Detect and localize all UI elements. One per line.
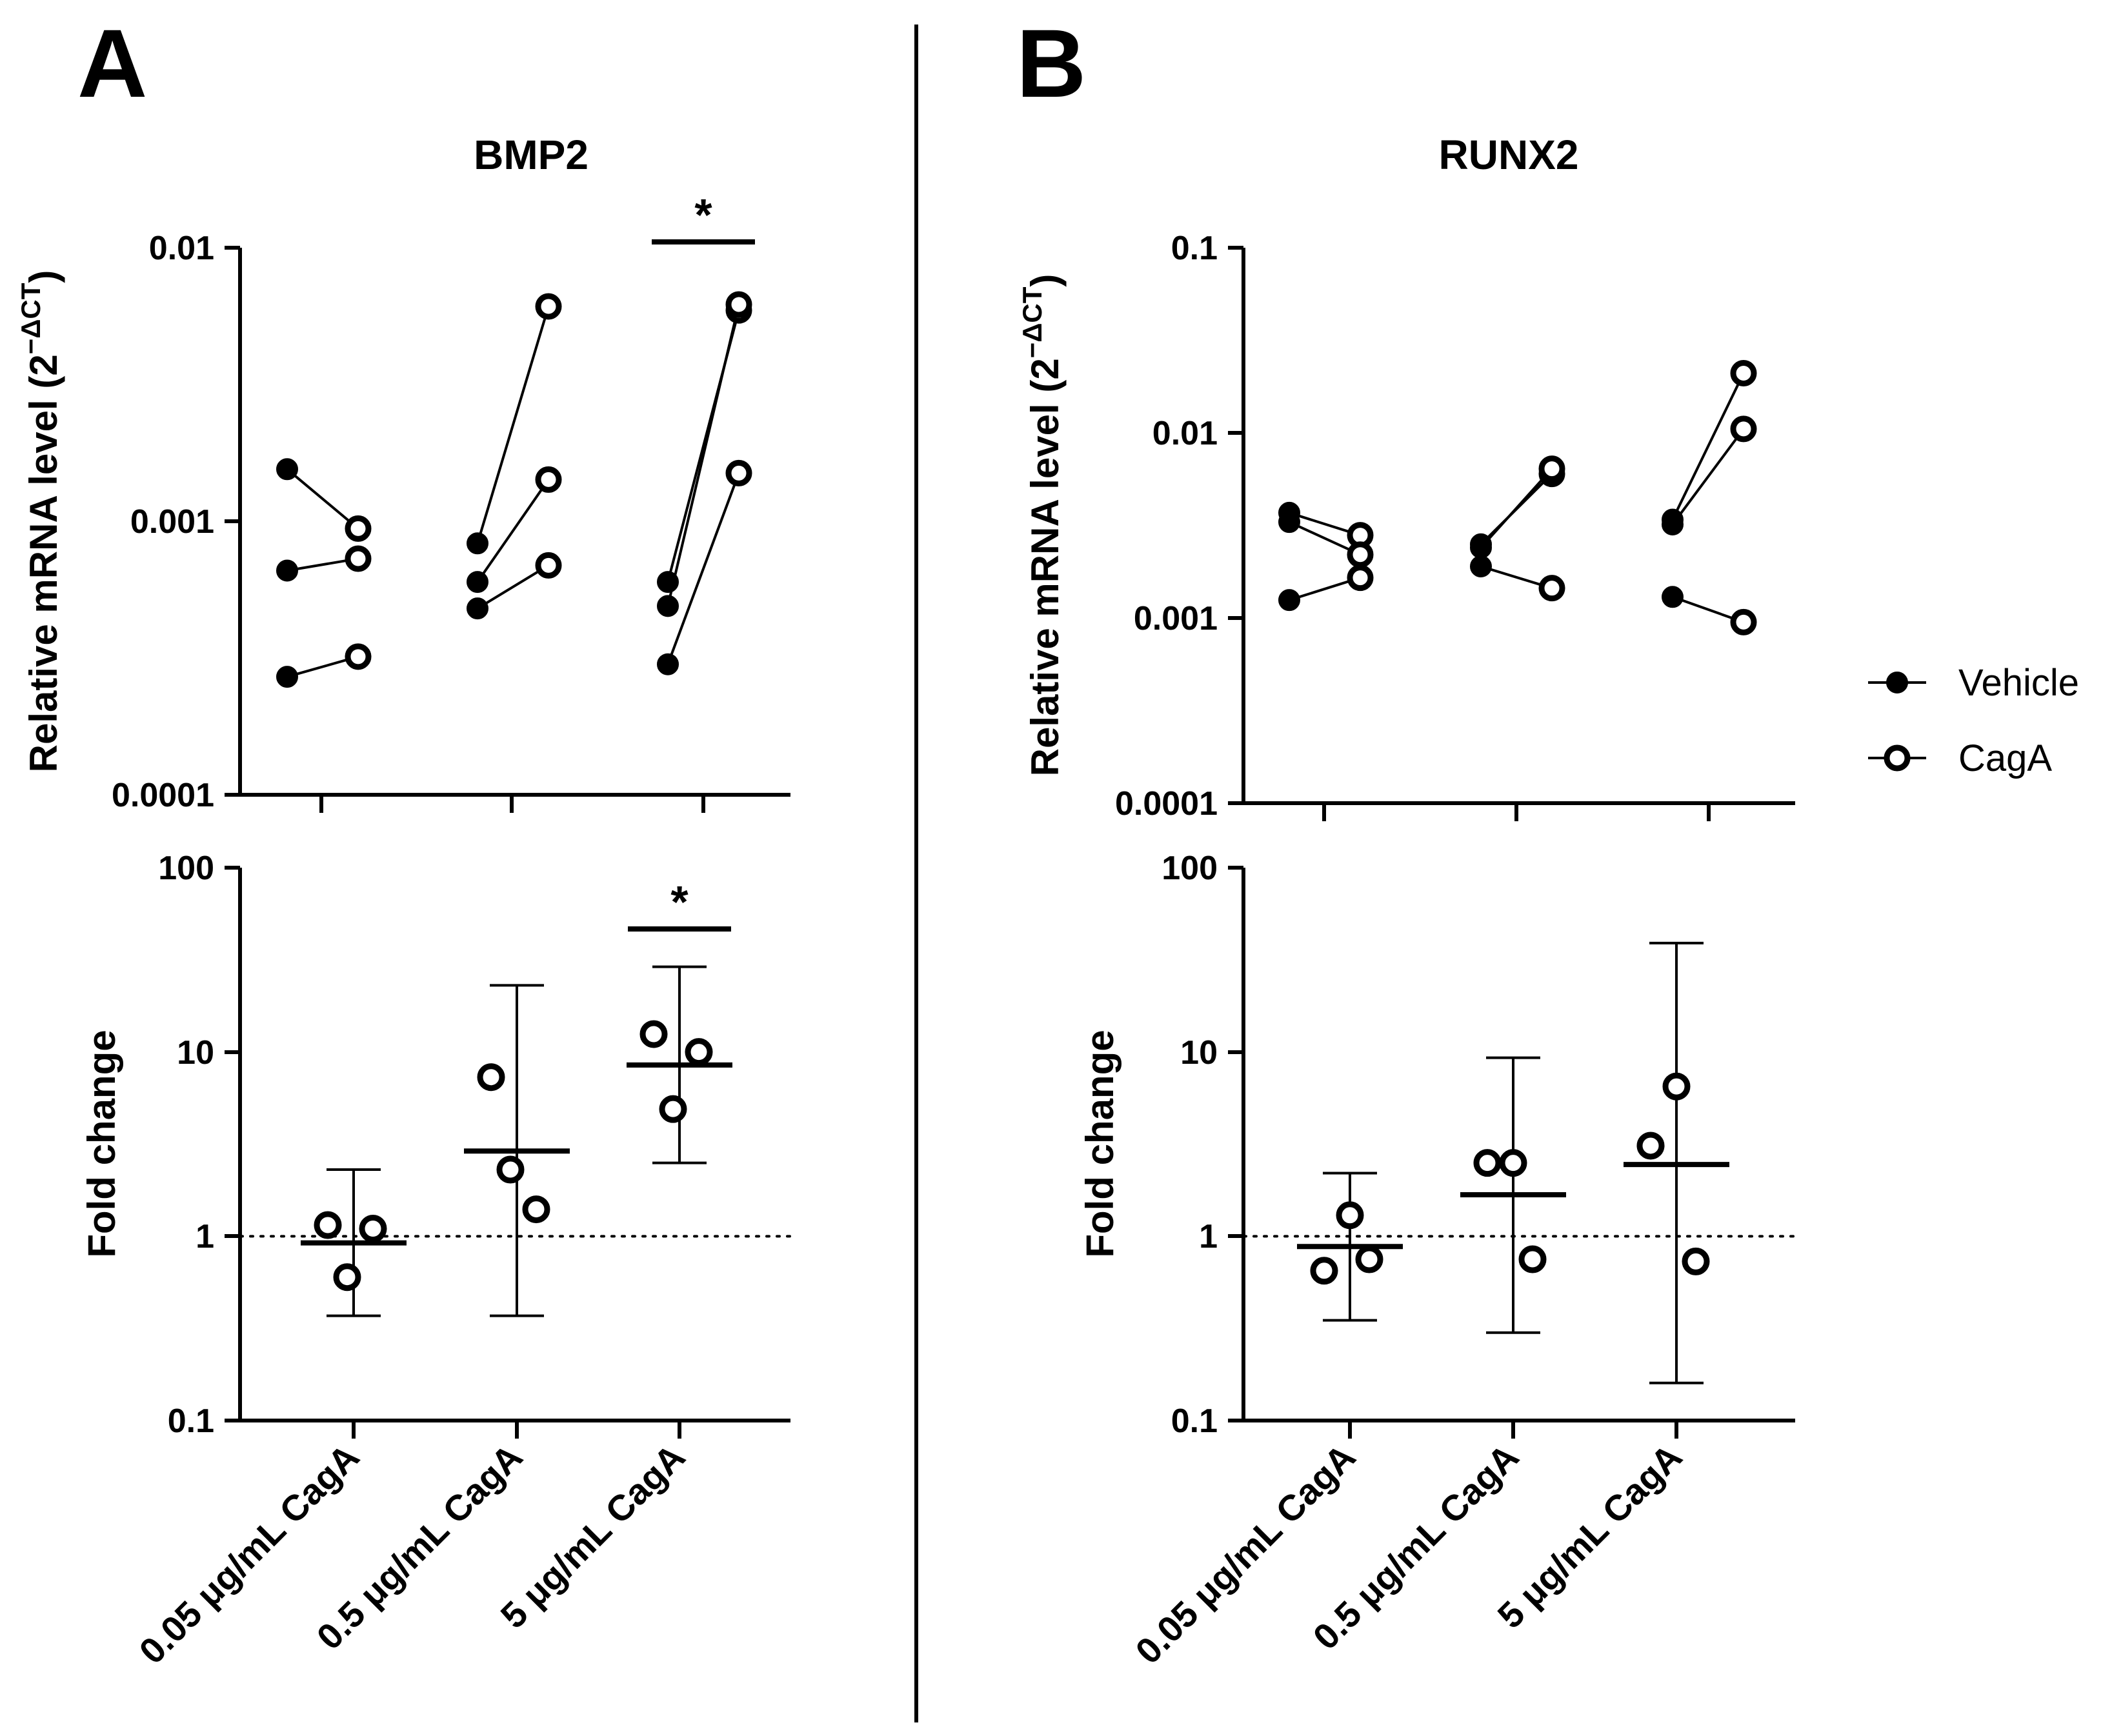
caga-point — [535, 466, 562, 493]
y-tick-label: 1 — [1199, 1218, 1218, 1255]
y-tick-label: 0.0001 — [112, 777, 214, 814]
vehicle-point — [657, 653, 679, 675]
vehicle-point — [1278, 511, 1300, 534]
vehicle-point — [1470, 555, 1492, 577]
fold-change-point — [477, 1063, 505, 1092]
vehicle-point — [657, 595, 679, 617]
vehicle-point — [276, 559, 298, 582]
caga-point — [1347, 564, 1374, 592]
fold-change-point — [639, 1020, 668, 1048]
significance-star: * — [694, 190, 712, 240]
caga-point — [1538, 575, 1565, 602]
fold-change-point — [314, 1211, 342, 1239]
pair-line — [1480, 468, 1553, 549]
vehicle-point — [276, 666, 298, 688]
pair-line — [476, 479, 550, 583]
fold-change-point — [1310, 1257, 1338, 1285]
y-axis-label-a-top: Relative mRNA level (2−ΔCT) — [15, 270, 65, 773]
y-tick-label: 0.0001 — [1115, 785, 1218, 823]
fold-change-point — [1662, 1072, 1691, 1101]
fold-change-point — [659, 1095, 687, 1123]
caga-point — [725, 459, 752, 486]
fold-change-point — [1473, 1149, 1502, 1177]
fold-change-point — [1518, 1245, 1547, 1273]
caga-point — [1730, 415, 1757, 443]
caga-point — [345, 545, 372, 572]
pair-line — [476, 564, 550, 610]
chart-title-bmp2: BMP2 — [474, 132, 588, 178]
y-axis-label-b-top: Relative mRNA level (2−ΔCT) — [1017, 274, 1067, 777]
fold-change-point — [522, 1195, 550, 1224]
axes-b-top: 0.1 0.01 0.001 0.0001 Relative mRNA leve… — [1017, 230, 1795, 823]
pair-line — [1671, 428, 1745, 526]
y-axis-label-b-bottom: Fold change — [1078, 1030, 1121, 1257]
fold-change-point — [685, 1038, 713, 1066]
y-tick-label: 10 — [1180, 1034, 1218, 1072]
pair-line — [1671, 372, 1745, 521]
caga-point — [1730, 608, 1757, 635]
caga-point — [1538, 455, 1565, 483]
legend-label-caga: CagA — [1958, 737, 2052, 779]
vehicle-point — [657, 571, 679, 594]
caga-point — [725, 291, 752, 318]
legend: Vehicle CagA — [1868, 662, 2079, 779]
significance-star: * — [670, 877, 689, 927]
legend-marker-caga — [1884, 744, 1911, 772]
caga-point — [535, 552, 562, 579]
y-tick-label: 10 — [177, 1034, 214, 1072]
vehicle-point — [467, 597, 488, 620]
vehicle-point — [1470, 536, 1492, 559]
pair-line — [286, 468, 359, 530]
legend-marker-vehicle — [1886, 672, 1908, 693]
fold-change-point — [1499, 1149, 1527, 1177]
y-tick-label: 100 — [1162, 850, 1218, 887]
chart-title-runx2: RUNX2 — [1439, 132, 1579, 178]
y-tick-label: 0.1 — [168, 1402, 214, 1440]
caga-point — [535, 293, 562, 320]
legend-label-vehicle: Vehicle — [1958, 662, 2079, 704]
panel-letter-b: B — [1016, 9, 1086, 117]
y-tick-label: 1 — [196, 1218, 214, 1255]
y-tick-label: 0.01 — [149, 230, 214, 267]
fold-change-point — [1336, 1201, 1364, 1230]
vehicle-point — [1662, 586, 1684, 608]
fold-change-point — [1636, 1132, 1665, 1160]
fold-change-point — [1682, 1247, 1710, 1275]
pair-line — [667, 304, 740, 606]
y-tick-label: 0.01 — [1152, 415, 1218, 452]
caga-point — [1730, 360, 1757, 387]
axes-a-top: 0.01 0.001 0.0001 Relative mRNA level (2… — [15, 230, 790, 814]
fold-change-point — [1355, 1245, 1383, 1273]
vehicle-point — [1278, 589, 1300, 612]
panel-letter-a: A — [77, 9, 147, 117]
vehicle-point — [1662, 514, 1684, 536]
fold-change-point — [333, 1263, 361, 1292]
y-tick-label: 0.001 — [130, 503, 214, 541]
y-tick-label: 0.1 — [1171, 230, 1218, 267]
fold-change-point — [359, 1215, 387, 1243]
axes-a-bottom: 100 10 1 0.1 Fold change 0.05 μg/mL CagA… — [80, 850, 790, 1671]
caga-point — [345, 515, 372, 542]
vehicle-point — [467, 532, 488, 555]
vehicle-point — [276, 458, 298, 481]
vehicle-point — [467, 571, 488, 594]
caga-point — [345, 643, 372, 670]
pair-line — [667, 472, 740, 665]
chart-marks: ** — [239, 190, 1796, 1384]
y-axis-label-a-bottom: Fold change — [80, 1030, 123, 1257]
pair-line — [476, 306, 550, 544]
y-tick-label: 0.001 — [1134, 600, 1218, 637]
y-tick-label: 0.1 — [1171, 1402, 1218, 1440]
fold-change-point — [496, 1155, 525, 1184]
caga-point — [1347, 541, 1374, 568]
y-tick-label: 100 — [158, 850, 214, 887]
